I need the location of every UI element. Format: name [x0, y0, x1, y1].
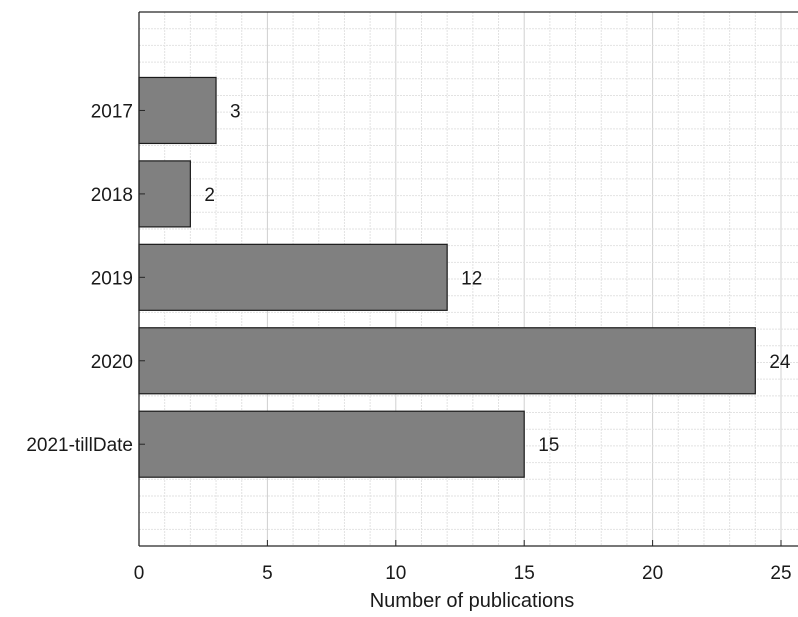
y-tick-label-2017: 2017 — [91, 101, 133, 122]
data-labels: 3 2 12 24 15 — [204, 101, 791, 456]
data-label-2021-tillDate: 15 — [538, 435, 559, 456]
bar-2017 — [138, 76, 217, 145]
axes — [138, 11, 798, 547]
y-tick-label-2018: 2018 — [91, 185, 133, 206]
x-tick-label-20: 20 — [642, 563, 663, 584]
bar-2021-tillDate — [138, 410, 525, 478]
y-tick-label-2021-tillDate: 2021-tillDate — [26, 435, 133, 456]
bar-2019 — [138, 243, 448, 311]
data-label-2018: 2 — [204, 185, 215, 206]
x-tick-label-0: 0 — [134, 563, 145, 584]
y-tick-label-2019: 2019 — [91, 268, 133, 289]
x-tick-label-5: 5 — [262, 563, 273, 584]
data-label-2019: 12 — [461, 268, 482, 289]
bars — [138, 76, 756, 478]
data-label-2020: 24 — [769, 352, 791, 373]
bar-2020 — [138, 327, 756, 395]
data-label-2017: 3 — [230, 101, 241, 122]
x-axis-title: Number of publications — [370, 590, 575, 612]
x-tick-label-10: 10 — [385, 563, 406, 584]
x-tick-label-25: 25 — [770, 563, 791, 584]
tick-labels: 2017 2018 2019 2020 2021-tillDate 0 5 10 15 20 25 — [26, 101, 791, 584]
bar-2018 — [138, 160, 191, 228]
x-tick-label-15: 15 — [514, 563, 535, 584]
y-tick-label-2020: 2020 — [91, 352, 133, 373]
